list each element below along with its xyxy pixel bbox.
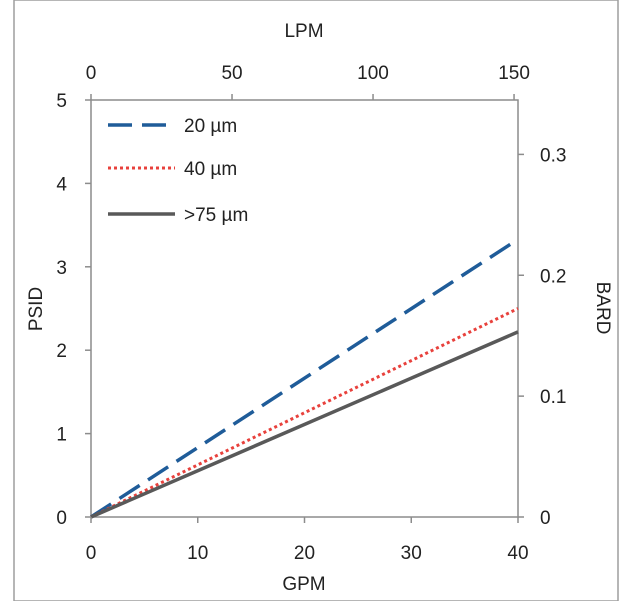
series-line — [90, 237, 519, 519]
x2-axis-title: LPM — [284, 21, 323, 42]
y2-tick-label: 0.3 — [540, 145, 566, 166]
legend-label: 40 µm — [184, 159, 237, 180]
legend-label: 20 µm — [184, 116, 237, 137]
legend-label: >75 µm — [184, 205, 248, 226]
x-tick-label: 40 — [507, 543, 528, 564]
series-line — [90, 307, 519, 519]
y2-axis-title: BARD — [592, 282, 613, 335]
y-tick-label: 4 — [56, 174, 67, 195]
x2-tick-label: 0 — [86, 63, 97, 84]
y2-tick-label: 0.2 — [540, 266, 566, 287]
x2-tick-label: 150 — [498, 63, 530, 84]
x-tick-label: 30 — [401, 543, 422, 564]
x-tick-label: 20 — [294, 543, 315, 564]
x2-tick-label: 100 — [357, 63, 389, 84]
y2-tick-label: 0 — [540, 508, 551, 529]
plot-area — [90, 99, 519, 518]
x-tick-label: 0 — [86, 543, 97, 564]
series-line — [90, 330, 519, 519]
y-tick-label: 0 — [56, 508, 67, 529]
legend: 20 µm 40 µm >75 µm — [108, 116, 248, 226]
x-axis-title: GPM — [282, 574, 325, 595]
x-tick-label: 10 — [187, 543, 208, 564]
x2-tick-label: 50 — [221, 63, 242, 84]
y2-tick-label: 0.1 — [540, 387, 566, 408]
y-tick-label: 5 — [56, 91, 67, 112]
series-layer — [90, 237, 519, 519]
y-tick-label: 2 — [56, 341, 67, 362]
y-axis-title: PSID — [26, 287, 47, 331]
y-tick-label: 3 — [56, 258, 67, 279]
y-tick-label: 1 — [56, 425, 67, 446]
